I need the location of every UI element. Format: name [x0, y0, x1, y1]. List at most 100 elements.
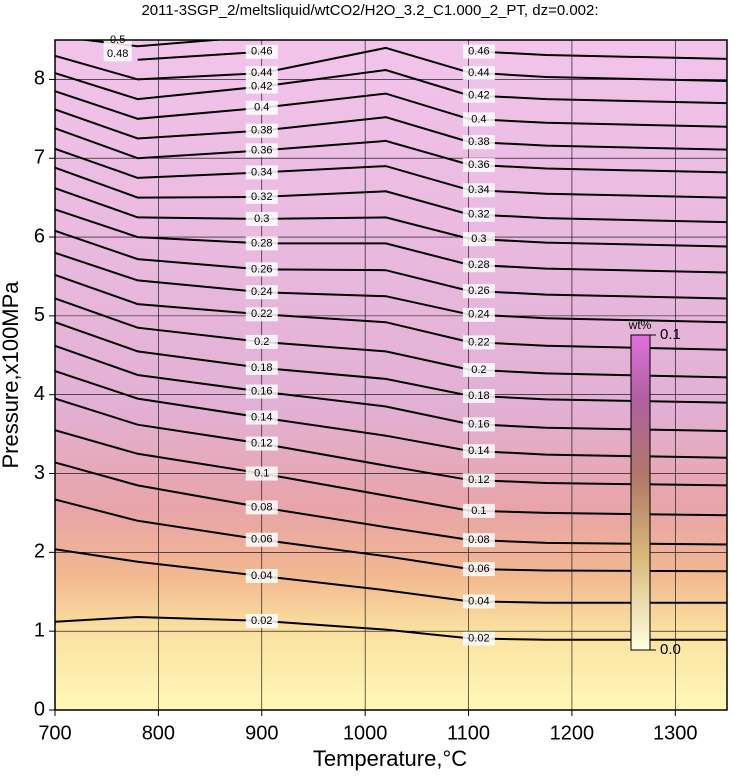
x-axis-label: Temperature,°C — [313, 746, 467, 771]
contour-line — [55, 321, 727, 404]
contour-label: 0.44 — [468, 67, 489, 79]
contour-label: 0.2 — [254, 336, 269, 348]
y-tick-label: 3 — [34, 462, 45, 484]
contour-label-box — [245, 143, 278, 158]
x-tick-label: 900 — [245, 722, 278, 744]
contour-label-box — [462, 562, 495, 577]
y-tick-label: 8 — [34, 68, 45, 90]
y-tick-label: 4 — [34, 383, 45, 405]
contour-label: 0.3 — [471, 233, 486, 245]
contour-label: 0.04 — [251, 570, 272, 582]
contour-line — [55, 498, 727, 573]
contour-label-box — [245, 236, 278, 251]
contour-label: 0.32 — [468, 209, 489, 221]
chart-title: 2011-3SGP_2/meltsliquid/wtCO2/H2O_3.2_C1… — [141, 2, 598, 19]
contour-label: 0.26 — [468, 285, 489, 297]
contour-label: 0.14 — [468, 445, 489, 457]
contour-label-box — [462, 65, 495, 80]
y-tick-label: 2 — [34, 541, 45, 563]
contour-label: 0.32 — [251, 191, 272, 203]
contour-label-box — [245, 500, 278, 515]
contour-label: 0.22 — [251, 308, 272, 320]
contour-label: 0.46 — [251, 46, 272, 58]
contour-label-box — [462, 88, 495, 103]
contour-label: 0.14 — [251, 411, 272, 423]
contour-label: 0.16 — [468, 418, 489, 430]
contour-line — [55, 187, 727, 248]
contour-label-box — [245, 123, 278, 138]
contour-label-box — [462, 363, 495, 378]
contour-label: 0.18 — [251, 362, 272, 374]
contour-label-box — [245, 532, 278, 547]
contour-line — [55, 461, 727, 546]
y-tick-label: 5 — [34, 304, 45, 326]
contour-label-box — [245, 360, 278, 375]
contour-label: 0.02 — [468, 632, 489, 644]
contour-label-box — [245, 466, 278, 481]
contour-line — [78, 40, 227, 48]
contour-label: 0.1 — [254, 467, 269, 479]
contour-label: 0.24 — [251, 286, 272, 298]
contour-label: 0.18 — [468, 390, 489, 402]
contour-line — [55, 297, 727, 379]
contour-label-box — [245, 334, 278, 349]
contour-label: 0.12 — [468, 474, 489, 486]
contour-label-box — [245, 100, 278, 115]
contour-line — [55, 147, 727, 199]
contour-label: 0.44 — [251, 67, 272, 79]
contour-line — [55, 251, 727, 324]
contour-label: 0.06 — [251, 534, 272, 546]
contour-line — [55, 273, 727, 351]
y-tick-label: 0 — [34, 698, 45, 720]
contour-label-box — [462, 503, 495, 518]
contour-label-box — [462, 207, 495, 222]
y-tick-label: 7 — [34, 147, 45, 169]
colorbar-tick-label: 0.1 — [660, 326, 681, 343]
contour-label: 0.38 — [251, 125, 272, 137]
contour-label-box — [245, 79, 278, 94]
contour-label: 0.02 — [251, 615, 272, 627]
contour-label: 0.28 — [468, 259, 489, 271]
contour-label-box — [462, 232, 495, 247]
contour-label: 0.2 — [471, 364, 486, 376]
contour-label: 0.42 — [468, 90, 489, 102]
contour-label: 0.24 — [468, 309, 489, 321]
contour-label: 0.48 — [107, 48, 128, 60]
contour-label-box — [462, 44, 495, 59]
contour-label-box — [245, 262, 278, 277]
x-tick-label: 1000 — [343, 722, 388, 744]
contour-label: 0.26 — [251, 263, 272, 275]
plot-frame — [54, 39, 728, 711]
contour-line — [55, 229, 727, 300]
contour-label-box — [245, 307, 278, 322]
contour-line — [55, 127, 727, 174]
contour-label: 0.04 — [468, 595, 489, 607]
contour-label-box — [245, 436, 278, 451]
contour-line — [55, 429, 727, 517]
contour-label: 0.42 — [251, 80, 272, 92]
contour-label: 0.36 — [251, 144, 272, 156]
contour-label-box — [462, 473, 495, 488]
contour-label-box — [462, 631, 495, 646]
contour-label-box — [245, 613, 278, 628]
contour-line — [55, 615, 727, 641]
contour-label-box — [245, 384, 278, 399]
contour-label-box — [245, 285, 278, 300]
contour-line — [55, 344, 727, 432]
y-axis-label: Pressure,x100MPa — [0, 281, 23, 469]
contour-label-box — [462, 533, 495, 548]
contour-line — [55, 166, 727, 224]
colorbar-tick-label: 0.0 — [660, 641, 681, 658]
contour-label: 0.16 — [251, 385, 272, 397]
contour-line — [55, 20, 138, 32]
contour-label-box — [245, 165, 278, 180]
x-tick-label: 700 — [38, 722, 71, 744]
contour-label-box — [462, 594, 495, 609]
contour-label-box — [245, 44, 278, 59]
colorbar — [630, 334, 651, 651]
contour-label-box — [462, 307, 495, 322]
contour-label-box — [245, 189, 278, 204]
contour-label: 0.28 — [251, 237, 272, 249]
contour-label-box — [462, 335, 495, 350]
contour-label: 0.46 — [468, 45, 489, 57]
